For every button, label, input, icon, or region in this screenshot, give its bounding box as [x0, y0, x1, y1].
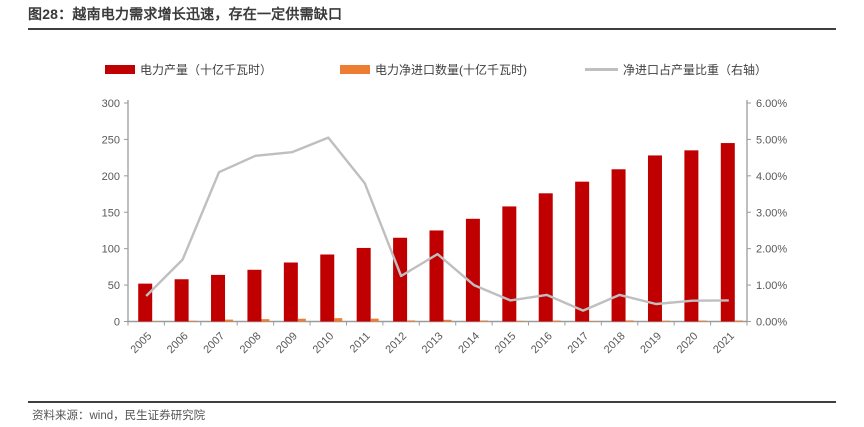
left-axis-tick-label: 300: [102, 98, 120, 110]
x-axis-label: 2007: [201, 330, 227, 356]
bar-production-2008: [247, 269, 262, 322]
bar-net-import-2007: [225, 319, 234, 322]
bar-net-import-2010: [334, 318, 343, 322]
bar-production-2007: [211, 274, 226, 322]
bar-production-2006: [174, 279, 189, 322]
left-axis-tick-label: 200: [102, 171, 120, 183]
legend-item-share: 净进口占产量比重（右轴）: [585, 61, 767, 78]
x-axis-label: 2016: [529, 330, 555, 356]
footer-divider: [28, 401, 836, 403]
bar-net-import-2020: [698, 320, 707, 322]
bar-production-2012: [393, 237, 408, 322]
bar-production-2005: [138, 283, 153, 322]
x-axis-label: 2006: [165, 330, 191, 356]
bar-production-2014: [465, 218, 480, 322]
figure-header: 图28：越南电力需求增长迅速，存在一定供需缺口: [28, 4, 836, 30]
net-import-share-line: [145, 136, 729, 312]
production-swatch-icon: [105, 65, 135, 74]
bar-production-2020: [684, 150, 699, 322]
bar-production-2011: [356, 247, 371, 322]
bar-net-import-2016: [552, 320, 561, 322]
bar-net-import-2009: [297, 318, 306, 322]
bar-net-import-2008: [261, 319, 270, 322]
bar-production-2019: [647, 155, 662, 322]
legend-item-production: 电力产量（十亿千瓦时）: [105, 61, 272, 78]
left-axis-tick-label: 250: [102, 134, 120, 146]
bar-net-import-2021: [734, 320, 743, 322]
right-axis-tick-label: 5.00%: [756, 134, 787, 146]
right-axis-tick-label: 4.00%: [756, 171, 787, 183]
share-line-swatch-icon: [585, 68, 618, 71]
x-axis-label: 2021: [711, 330, 737, 356]
bar-production-2010: [320, 254, 335, 322]
net-import-swatch-icon: [340, 65, 370, 74]
x-axis-label: 2020: [675, 330, 701, 356]
right-axis-tick-label: 2.00%: [756, 244, 787, 256]
x-axis-label: 2010: [311, 330, 337, 356]
legend-label: 净进口占产量比重（右轴）: [623, 63, 768, 77]
bar-production-2009: [283, 262, 298, 322]
data-source-note: 资料来源：wind，民生证券研究院: [32, 410, 206, 422]
bar-net-import-2018: [625, 320, 634, 322]
bar-net-import-2014: [479, 320, 488, 322]
left-axis-tick-label: 100: [102, 244, 120, 256]
x-axis-label: 2008: [238, 330, 264, 356]
right-axis-tick-label: 3.00%: [756, 207, 787, 219]
x-axis-label: 2017: [565, 330, 591, 356]
x-axis-label: 2015: [493, 330, 519, 356]
figure-title: 图28：越南电力需求增长迅速，存在一定供需缺口: [28, 6, 343, 22]
bar-production-2015: [502, 206, 517, 322]
x-axis-label: 2018: [602, 330, 628, 356]
bar-net-import-2011: [370, 318, 379, 322]
bar-net-import-2006: [188, 320, 197, 322]
bar-production-2013: [429, 230, 444, 322]
bar-production-2021: [720, 143, 735, 322]
legend-label: 电力净进口数量(十亿千瓦时): [375, 63, 527, 77]
bar-production-2016: [538, 193, 553, 322]
right-axis-tick-label: 6.00%: [756, 98, 787, 110]
chart-legend: 电力产量（十亿千瓦时） 电力净进口数量(十亿千瓦时) 净进口占产量比重（右轴）: [0, 61, 864, 77]
left-axis-tick-label: 50: [108, 280, 120, 292]
bar-net-import-2015: [516, 320, 525, 322]
legend-item-net-import: 电力净进口数量(十亿千瓦时): [340, 61, 527, 78]
bar-net-import-2012: [407, 320, 416, 322]
bar-production-2018: [611, 169, 626, 322]
x-axis-label: 2013: [420, 330, 446, 356]
left-axis-tick-label: 150: [102, 207, 120, 219]
bar-production-2017: [575, 181, 590, 322]
x-axis-label: 2012: [383, 330, 409, 356]
left-axis-tick-label: 0: [114, 317, 120, 329]
bar-net-import-2019: [661, 320, 670, 322]
x-axis-label: 2019: [638, 330, 664, 356]
right-axis-tick-label: 0.00%: [756, 317, 787, 329]
x-axis-label: 2014: [456, 330, 482, 356]
right-axis-tick-label: 1.00%: [756, 280, 787, 292]
legend-label: 电力产量（十亿千瓦时）: [140, 63, 273, 77]
x-axis-label: 2005: [129, 330, 155, 356]
x-axis-label: 2011: [348, 330, 373, 355]
bar-net-import-2013: [443, 319, 452, 322]
x-axis-label: 2009: [274, 330, 300, 356]
